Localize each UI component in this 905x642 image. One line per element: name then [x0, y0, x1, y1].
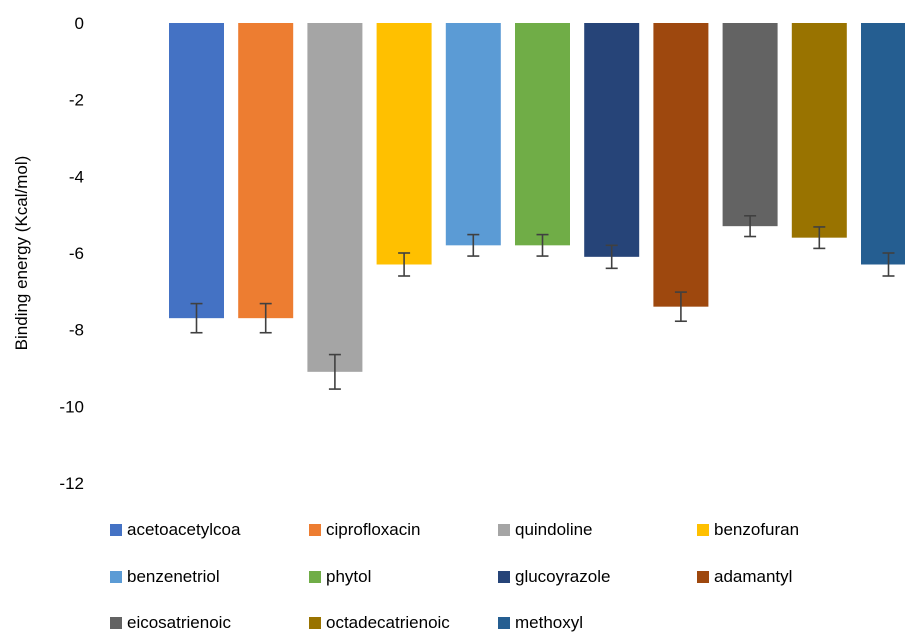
legend-item-adamantyl: adamantyl: [697, 567, 792, 586]
bar-adamantyl: [653, 23, 709, 307]
legend-item-ciprofloxacin: ciprofloxacin: [309, 520, 421, 539]
y-axis-label: Binding energy (Kcal/mol): [12, 156, 31, 351]
error-bar-phytol: [536, 233, 549, 257]
error-bar-benzenetriol: [467, 233, 480, 257]
legend-label: benzenetriol: [127, 567, 220, 586]
bar-ciprofloxacin: [238, 23, 294, 319]
error-bar-ciprofloxacin: [259, 302, 272, 334]
legend-item-glucoyrazole: glucoyrazole: [498, 567, 610, 586]
bar-glucoyrazole: [584, 23, 640, 257]
error-bar-glucoyrazole: [605, 244, 618, 270]
legend-label: methoxyl: [515, 613, 583, 632]
y-tick-label: 0: [75, 14, 84, 33]
legend-swatch: [110, 617, 122, 629]
y-tick-label: -10: [59, 397, 84, 416]
legend-item-benzofuran: benzofuran: [697, 520, 799, 539]
legend-label: eicosatrienoic: [127, 613, 231, 632]
legend-swatch: [498, 617, 510, 629]
legend-swatch: [309, 524, 321, 536]
legend-swatch: [697, 524, 709, 536]
error-bars: [190, 215, 895, 390]
error-bar-acetoacetylcoa: [190, 302, 203, 334]
legend-swatch: [110, 571, 122, 583]
legend-swatch: [498, 524, 510, 536]
y-tick-label: -6: [69, 244, 84, 263]
error-bar-eicosatrienoic: [744, 215, 757, 238]
legend-item-acetoacetylcoa: acetoacetylcoa: [110, 520, 241, 539]
bar-eicosatrienoic: [722, 23, 778, 227]
y-tick-label: -8: [69, 321, 84, 340]
y-tick-label: -12: [59, 474, 84, 493]
legend-label: ciprofloxacin: [326, 520, 421, 539]
bar-phytol: [515, 23, 570, 246]
bar-methoxyl: [861, 23, 905, 265]
legend-label: adamantyl: [714, 567, 792, 586]
legend-swatch: [110, 524, 122, 536]
legend-swatch: [309, 617, 321, 629]
legend-label: octadecatrienoic: [326, 613, 450, 632]
y-tick-label: -4: [69, 167, 84, 186]
legend-label: benzofuran: [714, 520, 799, 539]
legend: acetoacetylcoa ciprofloxacin quindoline ben…: [110, 520, 799, 632]
bar-quindoline: [307, 23, 363, 372]
legend-item-octadecatrienoic: octadecatrienoic: [309, 613, 450, 632]
bar-benzofuran: [376, 23, 432, 265]
y-tick-label: -2: [69, 91, 84, 110]
legend-swatch: [498, 571, 510, 583]
legend-swatch: [309, 571, 321, 583]
error-bar-adamantyl: [674, 291, 687, 323]
legend-item-eicosatrienoic: eicosatrienoic: [110, 613, 231, 632]
error-bar-methoxyl: [882, 252, 895, 277]
bars: [169, 23, 905, 372]
error-bar-quindoline: [328, 353, 341, 390]
legend-label: glucoyrazole: [515, 567, 610, 586]
bar-acetoacetylcoa: [169, 23, 224, 319]
legend-item-methoxyl: methoxyl: [498, 613, 583, 632]
legend-item-quindoline: quindoline: [498, 520, 593, 539]
legend-label: quindoline: [515, 520, 593, 539]
error-bar-benzofuran: [398, 252, 411, 277]
bar-benzenetriol: [445, 23, 501, 246]
legend-label: phytol: [326, 567, 371, 586]
legend-swatch: [697, 571, 709, 583]
error-bar-octadecatrienoic: [813, 226, 826, 250]
y-axis-ticks: 0 -2 -4 -6 -8 -10 -12: [59, 14, 84, 493]
legend-item-benzenetriol: benzenetriol: [110, 567, 220, 586]
legend-item-phytol: phytol: [309, 567, 371, 586]
legend-label: acetoacetylcoa: [127, 520, 241, 539]
bar-octadecatrienoic: [791, 23, 847, 238]
